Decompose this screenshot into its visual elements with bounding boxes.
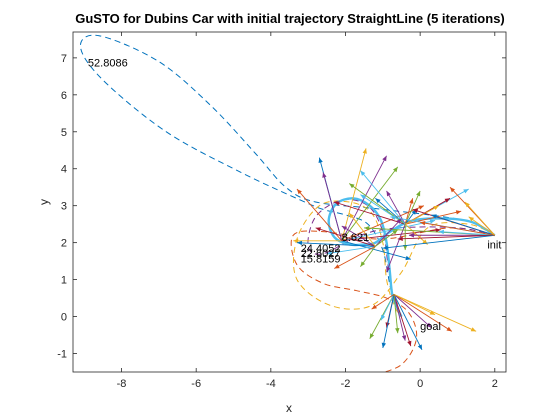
y-tick-label: 1 <box>61 275 67 287</box>
control-arrow <box>380 294 395 321</box>
control-arrow <box>322 172 343 241</box>
axis-ticks: -8 -6 -4 -2 0 2 -1 0 1 2 3 4 5 6 7 <box>57 32 506 390</box>
control-arrow <box>393 294 453 332</box>
control-arrow <box>341 225 376 247</box>
control-arrow <box>393 294 423 351</box>
control-arrow <box>326 245 376 256</box>
annotation-label: 8.621 <box>342 232 370 244</box>
control-arrow <box>375 229 399 247</box>
control-arrow <box>393 294 412 347</box>
control-arrow <box>341 155 387 242</box>
control-arrow <box>348 212 376 247</box>
control-arrow <box>386 224 406 273</box>
annotation-label: goal <box>420 321 441 333</box>
control-arrow <box>341 205 425 242</box>
control-arrow <box>360 246 376 267</box>
control-arrow <box>393 293 477 332</box>
y-tick-label: 5 <box>61 127 67 139</box>
control-arrow <box>341 166 399 242</box>
control-arrow <box>341 219 436 242</box>
control-arrow <box>393 294 407 341</box>
control-arrow <box>296 188 343 242</box>
control-arrow <box>334 245 376 269</box>
plot-background <box>73 32 506 372</box>
x-tick-label: -4 <box>266 378 276 390</box>
control-arrow <box>375 218 402 247</box>
y-axis-label: y <box>37 199 51 205</box>
y-tick-label: 4 <box>61 164 67 176</box>
control-arrow <box>334 201 406 225</box>
control-arrow <box>393 294 400 334</box>
control-arrow <box>360 170 406 225</box>
control-arrow <box>296 240 376 247</box>
x-tick-label: -6 <box>191 378 201 390</box>
control-arrow <box>341 148 367 241</box>
control-arrow <box>464 201 496 236</box>
control-arrow <box>382 234 495 250</box>
control-arrow <box>397 234 495 241</box>
annotation-label: 52.8086 <box>88 57 128 69</box>
control-arrow <box>381 294 395 349</box>
control-arrow <box>438 229 495 236</box>
control-arrow <box>393 294 432 328</box>
y-tick-label: 7 <box>61 53 67 65</box>
control-arrow <box>371 294 395 310</box>
y-tick-label: 2 <box>61 238 67 250</box>
y-tick-label: 3 <box>61 201 67 213</box>
annotation-label: 15.8159 <box>301 254 341 266</box>
control-arrow <box>404 205 440 225</box>
chart-title: GuSTO for Dubins Car with initial trajec… <box>75 11 505 26</box>
control-arrow <box>315 227 376 247</box>
control-arrow <box>293 238 342 244</box>
y-tick-label: 6 <box>61 90 67 102</box>
annotation-label: 24.4052 <box>301 243 341 255</box>
control-arrow <box>408 233 495 238</box>
x-tick-label: 2 <box>492 378 498 390</box>
series-line-iter1 <box>79 34 496 317</box>
control-arrow <box>431 214 495 236</box>
x-tick-label: -8 <box>117 378 127 390</box>
annotation-label: init <box>487 240 501 252</box>
x-tick-label: -2 <box>341 378 351 390</box>
annotation-label: 22.6027 <box>301 248 341 260</box>
y-tick-label: -1 <box>57 349 67 361</box>
control-arrows <box>293 148 496 351</box>
control-arrow <box>468 216 496 236</box>
plot-frame <box>72 31 507 373</box>
y-tick-label: 0 <box>61 312 67 324</box>
control-arrow <box>341 240 411 261</box>
control-arrow <box>393 293 436 316</box>
control-arrow <box>404 190 421 225</box>
x-tick-label: 0 <box>417 378 423 390</box>
control-arrow <box>405 210 462 225</box>
x-axis-label: x <box>286 401 292 415</box>
control-arrow <box>420 221 495 236</box>
